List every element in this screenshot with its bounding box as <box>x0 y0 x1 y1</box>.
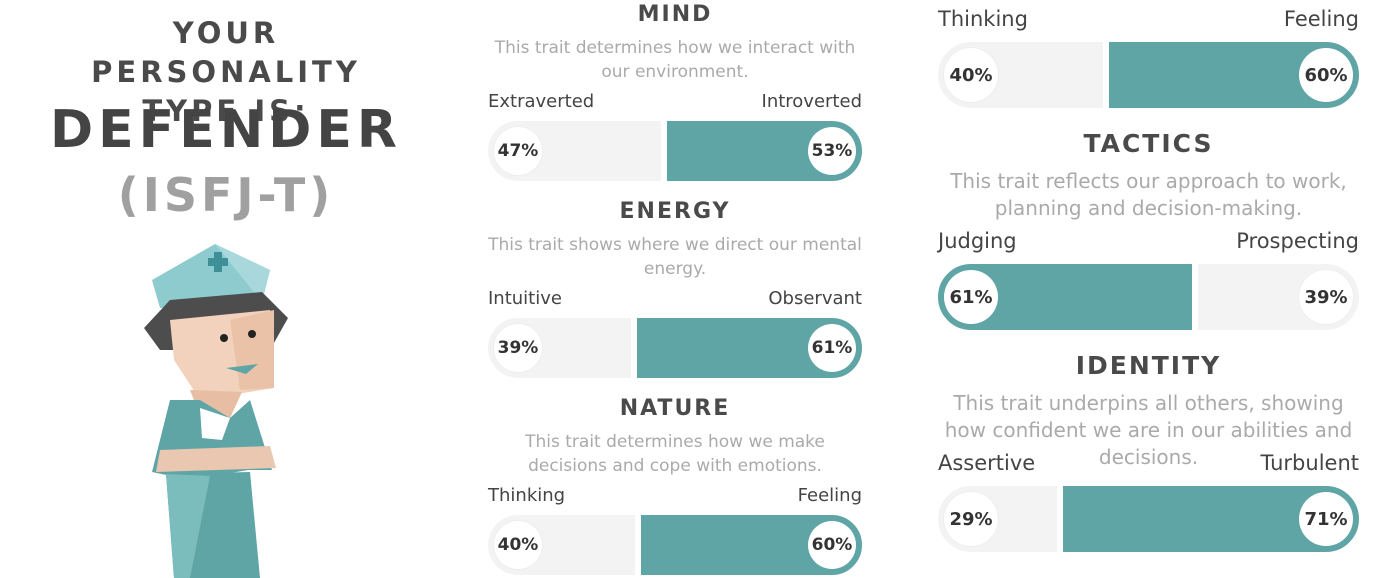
trait-title: ENERGY <box>619 199 731 224</box>
right-percent: 39% <box>1298 270 1353 324</box>
left-trait-name: Assertive <box>938 451 1036 475</box>
left-trait-name: Intuitive <box>488 288 562 309</box>
left-trait-name: Judging <box>938 229 1017 253</box>
trait-description: This trait determines how we interact wi… <box>494 38 856 82</box>
left-percent: 47% <box>494 127 542 175</box>
left-bar-segment: 29% <box>938 486 1058 552</box>
right-bar-segment: 71% <box>1063 486 1359 552</box>
right-trait-name: Prospecting <box>1236 229 1359 253</box>
left-percent: 39% <box>494 324 542 372</box>
character-illustration <box>144 244 288 578</box>
right-percent: 61% <box>807 324 856 372</box>
trait-description: This trait determines how we make decisi… <box>525 432 825 476</box>
right-trait-name: Feeling <box>1283 7 1359 31</box>
right-bar-segment: 61% <box>636 318 862 378</box>
left-percent: 61% <box>944 270 998 324</box>
right-trait-name: Observant <box>768 288 862 309</box>
trait-title: IDENTITY <box>1075 351 1222 380</box>
left-percent: 40% <box>944 48 998 102</box>
trait-title: MIND <box>637 2 713 27</box>
left-trait-name: Thinking <box>488 485 566 506</box>
right-bar-segment: 39% <box>1197 264 1359 330</box>
trait-title: NATURE <box>619 396 731 421</box>
right-percent: 53% <box>807 127 856 175</box>
left-bar-segment: 40% <box>488 515 635 575</box>
right-percent: 71% <box>1298 492 1353 546</box>
trait-description: This trait underpins all others, showing… <box>944 391 1353 469</box>
right-bar-segment: 60% <box>640 515 862 575</box>
trait-description: This trait shows where we direct our men… <box>488 235 862 279</box>
left-bar-segment: 40% <box>938 42 1104 108</box>
left-bar-segment: 61% <box>938 264 1192 330</box>
right-trait-name: Turbulent <box>1260 451 1359 475</box>
left-trait-name: Thinking <box>938 7 1028 31</box>
right-trait-name: Feeling <box>797 485 862 506</box>
left-bar-segment: 39% <box>488 318 631 378</box>
right-bar-segment: 53% <box>666 121 862 181</box>
type-code: (ISFJ-T) <box>117 168 335 222</box>
header-title: YOUR PERSONALITY TYPE IS: <box>91 16 361 128</box>
left-trait-name: Extraverted <box>488 91 595 112</box>
right-percent: 60% <box>807 521 856 569</box>
right-trait-name: Introverted <box>761 91 862 112</box>
type-name: DEFENDER <box>50 100 402 160</box>
right-bar-segment: 60% <box>1109 42 1359 108</box>
right-percent: 60% <box>1298 48 1353 102</box>
left-percent: 40% <box>494 521 542 569</box>
left-bar-segment: 47% <box>488 121 661 181</box>
trait-description: This trait reflects our approach to work… <box>950 169 1347 220</box>
left-percent: 29% <box>944 492 998 546</box>
trait-title: TACTICS <box>1083 129 1214 158</box>
